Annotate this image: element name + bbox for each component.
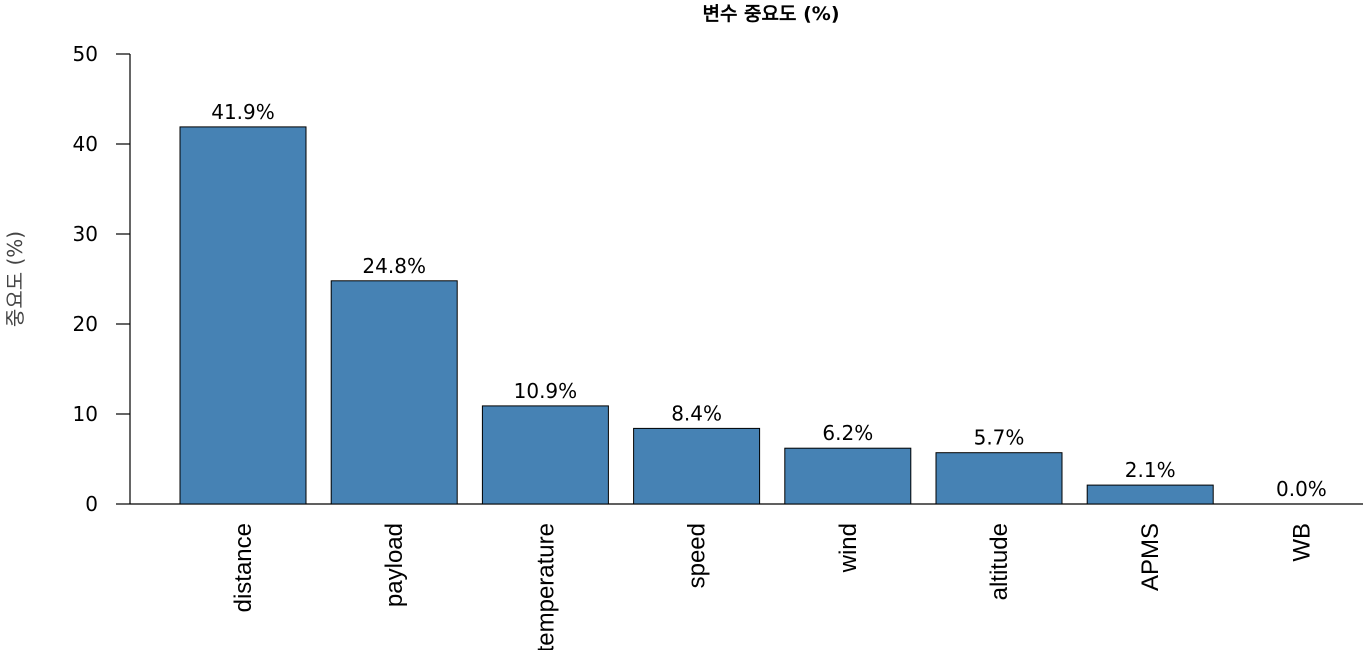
x-tick-label: wind [835,523,862,573]
x-tick-label: payload [381,523,408,607]
y-axis-label: 중요도 (%) [3,231,27,327]
data-label: 8.4% [671,401,722,425]
y-tick-label: 0 [85,492,98,516]
x-tick-label: APMS [1137,523,1164,591]
x-tick-label: temperature [532,523,559,650]
x-tick-label: WB [1288,523,1315,562]
data-label: 0.0% [1276,477,1327,501]
x-tick-label: speed [684,523,711,588]
bar-apms [1086,484,1214,505]
bar-temperature [481,405,609,505]
y-tick-label: 50 [73,42,98,66]
bar-speed [633,427,761,505]
y-tick-label: 20 [73,312,98,336]
data-label: 41.9% [211,100,275,124]
bar-distance [179,126,307,505]
bar-labels-group: 41.9% 24.8% 10.9% 8.4% 6.2% 5.7% 2.1% 0.0% [211,100,1327,501]
chart-title: 변수 중요도 (%) [702,3,839,25]
y-tick-label: 40 [73,132,98,156]
data-label: 10.9% [514,379,578,403]
data-label: 5.7% [974,426,1025,450]
data-label: 2.1% [1125,458,1176,482]
data-label: 6.2% [822,421,873,445]
bar-wind [784,447,912,505]
bar-altitude [935,452,1063,505]
bars-group [179,126,1214,505]
x-tick-labels-group: distance payload temperature speed wind altit… [230,523,1315,650]
y-tick-label: 10 [73,402,98,426]
y-axis: 0 10 20 30 40 50 [73,42,131,516]
x-tick-label: distance [230,523,257,612]
bar-payload [330,280,458,505]
x-tick-label: altitude [986,523,1013,600]
y-tick-label: 30 [73,222,98,246]
data-label: 24.8% [362,254,426,278]
